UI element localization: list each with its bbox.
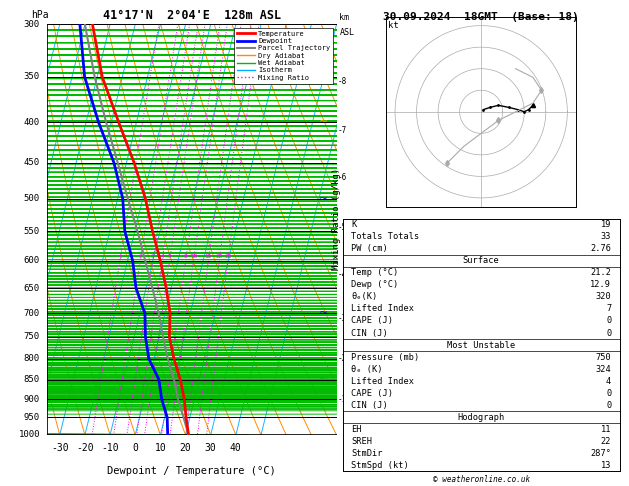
Text: km: km [340, 13, 349, 22]
Text: 300: 300 [24, 20, 40, 29]
Text: kt: kt [388, 21, 399, 30]
Text: StmSpd (kt): StmSpd (kt) [351, 461, 409, 470]
Text: ~: ~ [320, 375, 328, 384]
Text: K: K [351, 220, 357, 229]
Text: 33: 33 [601, 232, 611, 241]
Text: 30: 30 [205, 443, 216, 453]
Text: 0: 0 [606, 316, 611, 326]
Text: 10: 10 [155, 443, 166, 453]
Text: 324: 324 [596, 364, 611, 374]
Text: 4: 4 [160, 254, 164, 259]
Text: -8: -8 [338, 77, 347, 86]
Text: Lifted Index: Lifted Index [351, 304, 414, 313]
Text: 750: 750 [596, 353, 611, 362]
Text: 20: 20 [180, 443, 191, 453]
Text: ~: ~ [320, 118, 328, 127]
Text: 2.76: 2.76 [590, 244, 611, 253]
Text: 21.2: 21.2 [590, 268, 611, 278]
Text: Totals Totals: Totals Totals [351, 232, 420, 241]
Text: Lifted Index: Lifted Index [351, 377, 414, 386]
Text: hPa: hPa [31, 10, 49, 20]
Text: 41°17'N  2°04'E  128m ASL: 41°17'N 2°04'E 128m ASL [103, 9, 281, 22]
Text: 400: 400 [24, 118, 40, 127]
Text: Temp (°C): Temp (°C) [351, 268, 398, 278]
Text: -2: -2 [338, 354, 347, 364]
Text: ASL: ASL [340, 28, 354, 36]
Text: 25: 25 [224, 254, 231, 259]
Text: Pressure (mb): Pressure (mb) [351, 353, 420, 362]
Text: Surface: Surface [463, 256, 499, 265]
Text: 500: 500 [24, 194, 40, 203]
Text: 19: 19 [601, 220, 611, 229]
Text: -10: -10 [101, 443, 119, 453]
Text: 550: 550 [24, 226, 40, 236]
Text: 22: 22 [601, 437, 611, 446]
Text: 40: 40 [230, 443, 242, 453]
Text: 350: 350 [24, 72, 40, 81]
Text: SREH: SREH [351, 437, 372, 446]
Text: 950: 950 [24, 413, 40, 422]
Text: ~: ~ [320, 193, 328, 204]
Text: -30: -30 [51, 443, 69, 453]
Text: -1LCL: -1LCL [338, 395, 361, 403]
Text: CAPE (J): CAPE (J) [351, 389, 393, 398]
Text: -4: -4 [338, 270, 347, 279]
Text: 650: 650 [24, 283, 40, 293]
Text: 4: 4 [606, 377, 611, 386]
Text: 11: 11 [601, 425, 611, 434]
Text: 12.9: 12.9 [590, 280, 611, 289]
Text: ~: ~ [320, 308, 328, 318]
Text: © weatheronline.co.uk: © weatheronline.co.uk [433, 474, 530, 484]
Text: -7: -7 [338, 126, 347, 135]
Text: 7: 7 [606, 304, 611, 313]
Text: 900: 900 [24, 395, 40, 403]
Text: 850: 850 [24, 375, 40, 384]
Text: 750: 750 [24, 332, 40, 341]
Text: θₑ(K): θₑ(K) [351, 293, 377, 301]
Text: 287°: 287° [590, 449, 611, 458]
Text: 450: 450 [24, 158, 40, 167]
Text: -6: -6 [338, 173, 347, 182]
Text: 320: 320 [596, 293, 611, 301]
Text: 0: 0 [606, 401, 611, 410]
Text: CIN (J): CIN (J) [351, 401, 388, 410]
Text: 1000: 1000 [18, 431, 40, 439]
Text: 600: 600 [24, 256, 40, 265]
Text: 30.09.2024  18GMT  (Base: 18): 30.09.2024 18GMT (Base: 18) [383, 12, 579, 22]
Text: Dewpoint / Temperature (°C): Dewpoint / Temperature (°C) [108, 466, 276, 476]
Text: StmDir: StmDir [351, 449, 382, 458]
Text: EH: EH [351, 425, 362, 434]
Text: 0: 0 [606, 329, 611, 337]
Text: 8: 8 [184, 254, 187, 259]
Text: PW (cm): PW (cm) [351, 244, 388, 253]
Text: CIN (J): CIN (J) [351, 329, 388, 337]
Text: Most Unstable: Most Unstable [447, 341, 515, 349]
Text: 5: 5 [168, 254, 172, 259]
Legend: Temperature, Dewpoint, Parcel Trajectory, Dry Adiabat, Wet Adiabat, Isotherm, Mi: Temperature, Dewpoint, Parcel Trajectory… [235, 28, 333, 84]
Text: Dewp (°C): Dewp (°C) [351, 280, 398, 289]
Text: 800: 800 [24, 354, 40, 364]
Text: 700: 700 [24, 309, 40, 318]
Text: Hodograph: Hodograph [457, 413, 505, 422]
Text: 0: 0 [132, 443, 138, 453]
Text: 3: 3 [151, 254, 155, 259]
Text: -3: -3 [338, 313, 347, 323]
Text: -20: -20 [76, 443, 94, 453]
Text: θₑ (K): θₑ (K) [351, 364, 382, 374]
Text: 2: 2 [138, 254, 142, 259]
Text: 15: 15 [204, 254, 212, 259]
Text: 13: 13 [601, 461, 611, 470]
Text: 10: 10 [190, 254, 198, 259]
Text: Mixing Ratio (g/kg): Mixing Ratio (g/kg) [332, 168, 341, 270]
Text: 0: 0 [606, 389, 611, 398]
Text: CAPE (J): CAPE (J) [351, 316, 393, 326]
Text: 1: 1 [118, 254, 122, 259]
Text: 20: 20 [216, 254, 223, 259]
Text: -5: -5 [338, 224, 347, 232]
